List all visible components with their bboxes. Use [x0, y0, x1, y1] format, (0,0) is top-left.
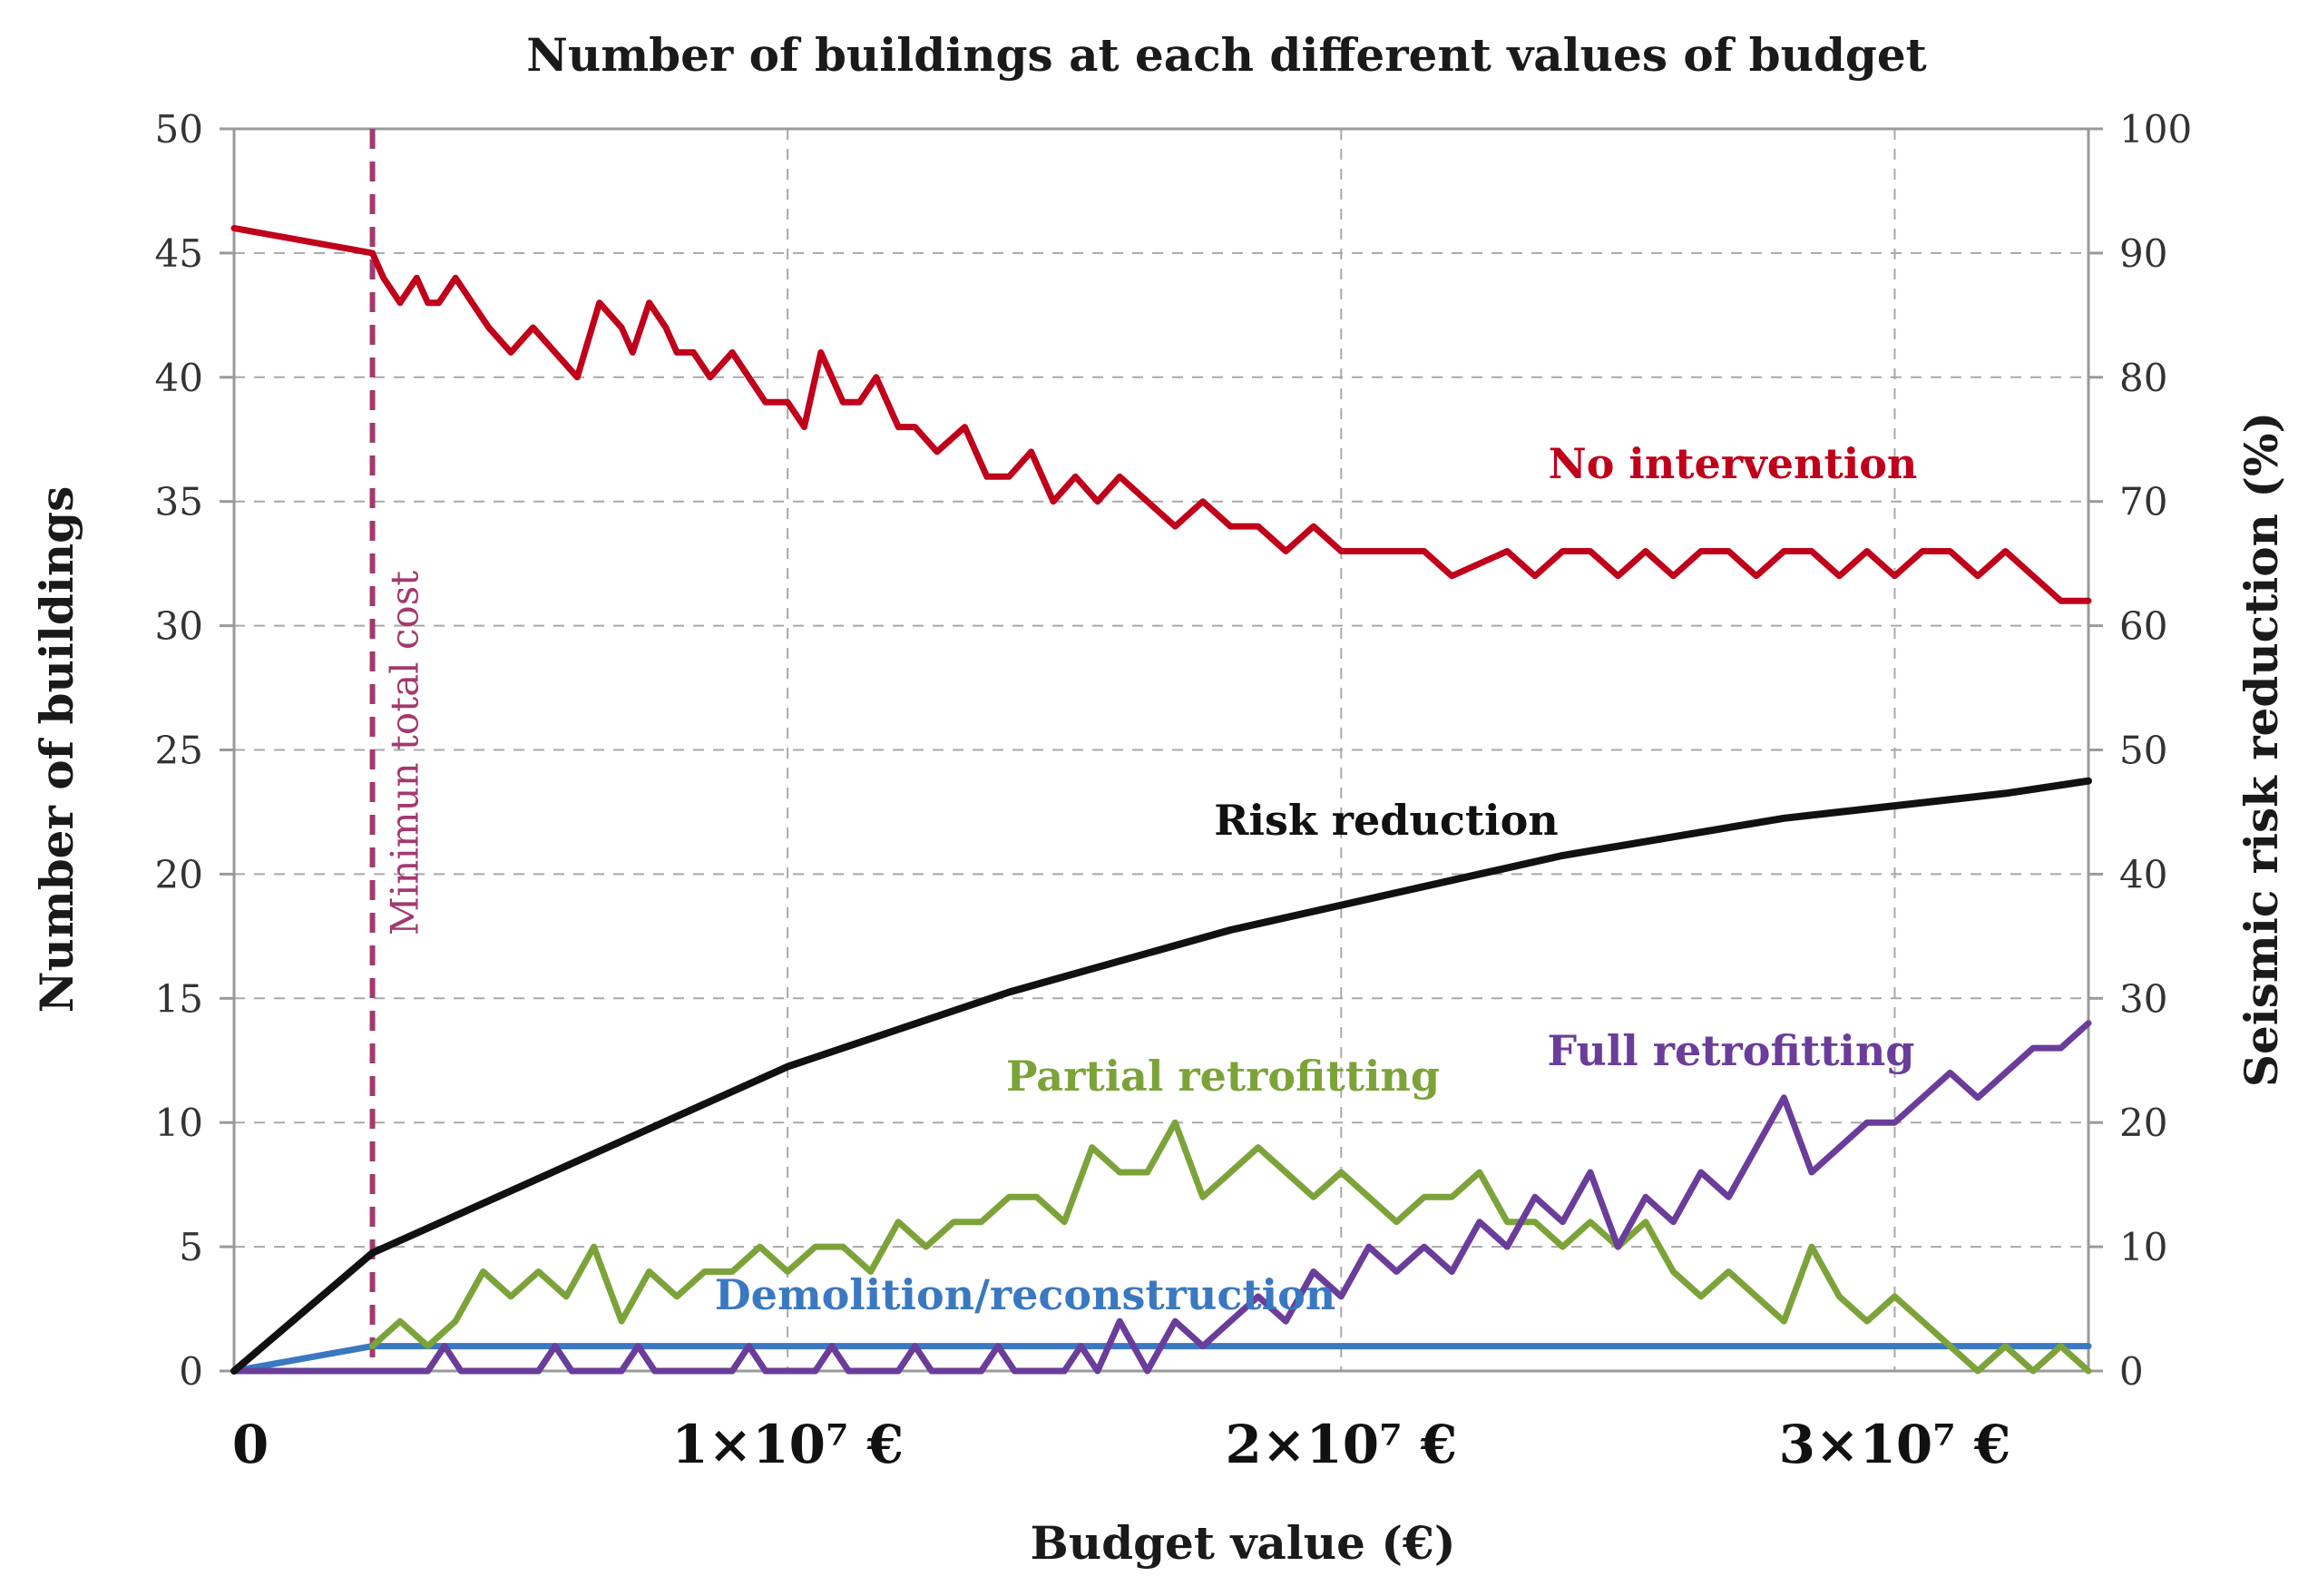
x-tick-label-1: 1×10⁷ € — [671, 1414, 904, 1475]
series-label-no-intervention: No intervention — [1549, 439, 1918, 488]
y-tick-label-2: 10 — [155, 1101, 203, 1145]
x-axis-label: Budget value (€) — [1031, 1516, 1456, 1570]
right-axis-ticks: 0 10 20 30 40 50 60 70 80 90 100 — [2088, 107, 2192, 1394]
y2-tick-label-3: 30 — [2119, 976, 2167, 1021]
y2-tick-label-7: 70 — [2119, 480, 2167, 524]
series-line-partial-retrofitting — [369, 1119, 2092, 1375]
x-axis-ticks: 0 1×10⁷ € 2×10⁷ € 3×10⁷ € — [232, 1414, 2010, 1475]
series-line-no-intervention — [230, 225, 2092, 604]
y-tick-label-8: 40 — [155, 356, 203, 400]
y-axis-label: Number of buildings — [30, 486, 83, 1013]
x-tick-label-0: 0 — [232, 1414, 269, 1475]
y-tick-label-6: 30 — [155, 604, 203, 649]
y-tick-label-9: 45 — [155, 231, 203, 276]
y2-tick-label-9: 90 — [2119, 231, 2167, 276]
series-label-risk-reduction: Risk reduction — [1214, 796, 1558, 845]
y-tick-label-1: 5 — [179, 1225, 203, 1269]
y-tick-label-3: 15 — [155, 976, 203, 1021]
chart-title: Number of buildings at each different va… — [526, 28, 1927, 82]
series-label-full-retrofitting: Full retrofitting — [1548, 1026, 1915, 1075]
y2-tick-label-4: 40 — [2119, 852, 2167, 896]
y2-tick-label-2: 20 — [2119, 1101, 2167, 1145]
y2-tick-label-1: 10 — [2119, 1225, 2167, 1269]
y2-axis-label: Seismic risk reduction (%) — [2235, 412, 2288, 1087]
y2-tick-label-6: 60 — [2119, 604, 2167, 649]
y-tick-label-5: 25 — [155, 729, 203, 773]
series-label-demolition: Demolition/reconstruction — [715, 1270, 1335, 1319]
y2-tick-label-5: 50 — [2119, 729, 2167, 773]
y-tick-label-10: 50 — [155, 107, 203, 152]
y-tick-label-0: 0 — [179, 1349, 203, 1394]
series-label-partial-retrofitting: Partial retrofitting — [1006, 1052, 1440, 1101]
x-tick-label-3: 3×10⁷ € — [1779, 1414, 2011, 1475]
minimum-cost-label: Minimun total cost — [383, 571, 427, 935]
grid — [234, 129, 2088, 1371]
x-tick-label-2: 2×10⁷ € — [1225, 1414, 1457, 1475]
y2-tick-label-0: 0 — [2119, 1349, 2144, 1394]
y-tick-label-7: 35 — [155, 480, 203, 524]
series-group — [230, 225, 2092, 1375]
y2-tick-label-8: 80 — [2119, 356, 2167, 400]
series-line-full-retrofitting — [230, 1020, 2092, 1375]
series-line-risk-reduction — [230, 777, 2092, 1375]
y2-tick-label-10: 100 — [2119, 107, 2192, 152]
left-axis-ticks: 0 5 10 15 20 25 30 35 40 45 50 — [155, 107, 234, 1394]
y-tick-label-4: 20 — [155, 852, 203, 896]
